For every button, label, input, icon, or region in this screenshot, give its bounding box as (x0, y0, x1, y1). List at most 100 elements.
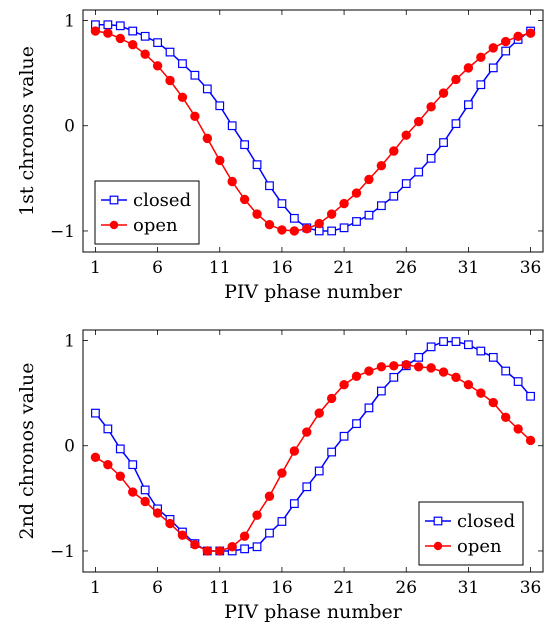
legend-marker-open (109, 220, 119, 230)
data-point-open (165, 75, 175, 86)
data-point-closed (165, 47, 175, 57)
data-point-open (90, 26, 101, 36)
data-point-open (152, 61, 163, 71)
x-tick-label: 21 (333, 258, 355, 278)
data-point-closed (476, 346, 486, 356)
data-point-closed (389, 191, 399, 201)
data-point-closed (501, 46, 511, 56)
x-tick-label: 36 (520, 258, 542, 278)
data-point-open (401, 360, 411, 370)
data-point-open (115, 33, 125, 44)
data-point-closed (91, 408, 100, 418)
x-tick-label: 26 (395, 258, 417, 278)
data-point-open (451, 372, 461, 383)
data-point-closed (488, 352, 498, 362)
data-point-closed (526, 391, 535, 401)
data-point-closed (439, 337, 448, 346)
data-point-open (302, 224, 312, 234)
data-point-closed (414, 352, 424, 362)
data-point-open (140, 49, 150, 59)
y-tick-label: −1 (50, 542, 75, 562)
data-point-open (289, 446, 300, 456)
data-point-open (525, 28, 536, 38)
data-point-open (128, 487, 138, 497)
data-point-open (525, 435, 536, 446)
data-point-open (140, 496, 150, 507)
data-point-open (488, 397, 498, 408)
data-point-open (326, 393, 337, 404)
y-tick-label: 0 (64, 437, 75, 457)
data-point-open (426, 102, 436, 112)
x-tick-label: 11 (209, 258, 231, 278)
x-tick-label: 11 (209, 578, 231, 598)
data-point-closed (240, 544, 250, 554)
data-point-closed (439, 138, 448, 147)
x-tick-label: 16 (271, 578, 293, 598)
data-point-open (463, 380, 474, 390)
data-point-closed (128, 26, 138, 36)
data-point-closed (376, 201, 386, 211)
data-point-closed (103, 20, 113, 30)
data-point-closed (339, 223, 349, 233)
data-point-open (90, 452, 101, 463)
data-point-closed (364, 403, 374, 413)
data-point-open (463, 63, 474, 73)
data-point-open (326, 209, 337, 219)
data-point-closed (302, 482, 312, 492)
data-point-open (190, 111, 200, 121)
plot-frame (82, 9, 544, 253)
data-point-open (389, 361, 399, 371)
data-point-closed (128, 460, 138, 470)
data-point-open (413, 116, 424, 127)
data-point-open (215, 546, 225, 556)
data-point-closed (401, 179, 411, 189)
data-point-closed (265, 528, 274, 538)
data-point-closed (277, 199, 287, 209)
data-point-open (152, 508, 163, 518)
data-point-open (115, 471, 125, 481)
y-tick-label: 1 (64, 332, 75, 352)
data-point-open (314, 408, 324, 418)
data-point-closed (414, 167, 424, 177)
data-point-closed (153, 38, 162, 48)
legend-label-closed: closed (457, 511, 515, 532)
legend-label-open: open (457, 536, 502, 557)
data-point-open (277, 468, 287, 478)
data-point-open (289, 226, 300, 236)
data-point-closed (140, 31, 150, 41)
data-point-open (202, 133, 213, 144)
data-point-closed (501, 366, 511, 376)
legend-marker-closed (433, 516, 443, 526)
x-axis-label: PIV phase number (224, 601, 403, 623)
y-tick-label: 0 (64, 117, 75, 137)
data-point-closed (202, 84, 212, 94)
data-point-open (252, 209, 262, 219)
data-point-closed (115, 444, 125, 454)
x-axis-label: PIV phase number (224, 281, 403, 303)
data-point-open (264, 491, 275, 501)
data-point-open (339, 198, 349, 209)
y-axis-label: 2nd chronos value (16, 362, 38, 539)
data-point-open (376, 161, 387, 171)
data-point-open (364, 174, 374, 185)
data-point-closed (376, 386, 386, 396)
data-point-open (389, 146, 399, 156)
data-point-open (202, 546, 213, 556)
x-tick-label: 21 (333, 578, 355, 598)
data-point-open (227, 542, 237, 552)
x-tick-label: 1 (90, 258, 101, 278)
x-tick-label: 1 (90, 578, 101, 598)
data-point-open (103, 459, 113, 470)
data-point-open (476, 388, 486, 398)
data-point-closed (140, 485, 150, 495)
data-point-open (239, 531, 250, 541)
data-point-closed (327, 447, 337, 457)
data-point-open (302, 427, 312, 437)
data-point-open (227, 176, 237, 187)
x-tick-label: 6 (152, 578, 163, 598)
data-point-closed (289, 213, 299, 223)
data-point-open (501, 36, 511, 47)
data-point-open (165, 518, 175, 529)
